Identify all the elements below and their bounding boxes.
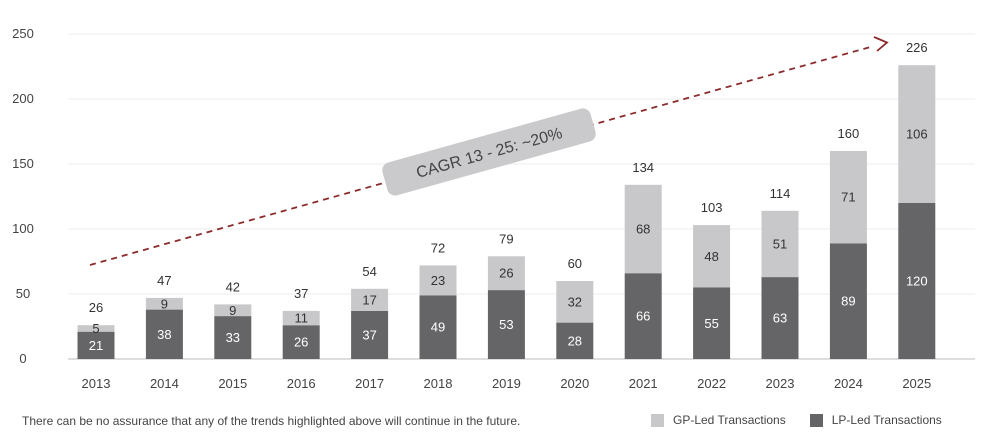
- data-label-lp-led: 26: [294, 335, 308, 350]
- bar-gp-led: [214, 304, 252, 317]
- legend-label-gp-led: GP-Led Transactions: [673, 413, 786, 427]
- x-tick-label: 2013: [82, 376, 111, 391]
- bar-gp-led: [77, 325, 115, 332]
- data-label-gp-led: 48: [704, 249, 718, 264]
- total-label: 114: [770, 186, 791, 201]
- bars: 21 5 26 38 9 47 33 9 42 26 11 37 37 17 54 49 23 72 53 26 79 2…: [77, 40, 936, 359]
- data-label-lp-led: 33: [226, 330, 240, 345]
- data-label-gp-led: 51: [773, 236, 787, 251]
- x-tick-label: 2020: [560, 376, 589, 391]
- x-tick-label: 2014: [150, 376, 179, 391]
- data-label-gp-led: 17: [362, 292, 376, 307]
- bar-gp-led: [145, 297, 183, 310]
- total-label: 160: [838, 126, 860, 141]
- bar-lp-led: [487, 290, 525, 359]
- y-tick-label: 100: [12, 221, 34, 236]
- data-label-gp-led: 71: [841, 190, 855, 205]
- legend-label-lp-led: LP-Led Transactions: [831, 413, 942, 427]
- x-axis-ticks: 2013 2014 2015 2016 2017 2018 2019 2020 2021 2022…: [82, 376, 932, 391]
- bar-lp-led: [556, 322, 594, 359]
- data-label-lp-led: 120: [906, 274, 928, 289]
- legend-item-lp-led: LP-Led Transactions: [809, 413, 942, 427]
- y-tick-label: 50: [16, 286, 30, 301]
- bar-lp-led: [282, 325, 320, 359]
- total-label: 47: [157, 273, 171, 288]
- total-label: 54: [362, 264, 376, 279]
- x-tick-label: 2015: [218, 376, 247, 391]
- bar-gp-led: [898, 65, 936, 203]
- bar-lp-led: [624, 273, 662, 359]
- data-label-lp-led: 55: [704, 316, 718, 331]
- total-label: 103: [701, 200, 723, 215]
- trend-arrow-head: [873, 36, 889, 52]
- total-label: 37: [294, 286, 308, 301]
- x-tick-label: 2017: [355, 376, 384, 391]
- data-label-gp-led: 5: [92, 321, 99, 336]
- bar-lp-led: [898, 203, 936, 359]
- legend-swatch-lp-led: [809, 413, 823, 427]
- bar-gp-led: [351, 288, 389, 311]
- data-label-lp-led: 28: [568, 333, 582, 348]
- y-tick-label: 150: [12, 156, 34, 171]
- data-label-lp-led: 38: [157, 327, 171, 342]
- bar-gp-led: [556, 281, 594, 323]
- bar-lp-led: [829, 243, 867, 359]
- y-tick-label: 0: [19, 351, 26, 366]
- data-label-lp-led: 89: [841, 294, 855, 309]
- bar-gp-led: [487, 256, 525, 291]
- data-label-lp-led: 49: [431, 320, 445, 335]
- total-label: 134: [632, 160, 654, 175]
- data-label-lp-led: 53: [499, 317, 513, 332]
- bar-gp-led: [624, 184, 662, 274]
- bar-lp-led: [77, 331, 115, 359]
- bar-gp-led: [282, 310, 320, 326]
- total-label: 79: [499, 231, 513, 246]
- bar-gp-led: [761, 210, 799, 278]
- bar-lp-led: [214, 316, 252, 359]
- cagr-callout: CAGR 13 - 25: ~20%: [382, 108, 596, 196]
- data-label-lp-led: 37: [362, 327, 376, 342]
- data-label-lp-led: 63: [773, 311, 787, 326]
- y-axis-ticks: 0 50 100 150 200 250: [12, 26, 34, 366]
- y-tick-label: 200: [12, 91, 34, 106]
- data-label-gp-led: 68: [636, 222, 650, 237]
- bar-lp-led: [693, 287, 731, 359]
- x-tick-label: 2023: [766, 376, 795, 391]
- legend: GP-Led Transactions LP-Led Transactions: [651, 413, 942, 427]
- data-label-lp-led: 21: [89, 338, 103, 353]
- total-label: 72: [431, 240, 445, 255]
- y-tick-label: 250: [12, 26, 34, 41]
- data-label-gp-led: 9: [229, 303, 236, 318]
- x-tick-label: 2025: [902, 376, 931, 391]
- x-tick-label: 2021: [629, 376, 658, 391]
- footnote: There can be no assurance that any of th…: [22, 414, 521, 428]
- bar-lp-led: [419, 295, 457, 359]
- bar-gp-led: [693, 225, 731, 288]
- data-label-gp-led: 11: [294, 311, 308, 326]
- bar-lp-led: [351, 310, 389, 359]
- data-label-gp-led: 23: [431, 273, 445, 288]
- data-label-lp-led: 66: [636, 309, 650, 324]
- total-label: 26: [89, 300, 103, 315]
- total-label: 60: [568, 256, 582, 271]
- data-label-gp-led: 26: [499, 266, 513, 281]
- total-label: 226: [906, 40, 928, 55]
- total-label: 42: [226, 279, 240, 294]
- bar-lp-led: [145, 309, 183, 359]
- legend-swatch-gp-led: [651, 413, 664, 427]
- cagr-callout-box: [382, 108, 596, 196]
- x-tick-label: 2018: [424, 376, 453, 391]
- bar-gp-led: [829, 151, 867, 244]
- x-tick-label: 2019: [492, 376, 521, 391]
- x-tick-label: 2016: [287, 376, 316, 391]
- bar-lp-led: [761, 277, 799, 359]
- data-label-gp-led: 106: [906, 127, 928, 142]
- data-label-gp-led: 9: [161, 296, 168, 311]
- x-tick-label: 2022: [697, 376, 726, 391]
- bar-gp-led: [419, 265, 457, 296]
- legend-item-gp-led: GP-Led Transactions: [651, 413, 786, 427]
- data-label-gp-led: 32: [568, 294, 582, 309]
- x-tick-label: 2024: [834, 376, 863, 391]
